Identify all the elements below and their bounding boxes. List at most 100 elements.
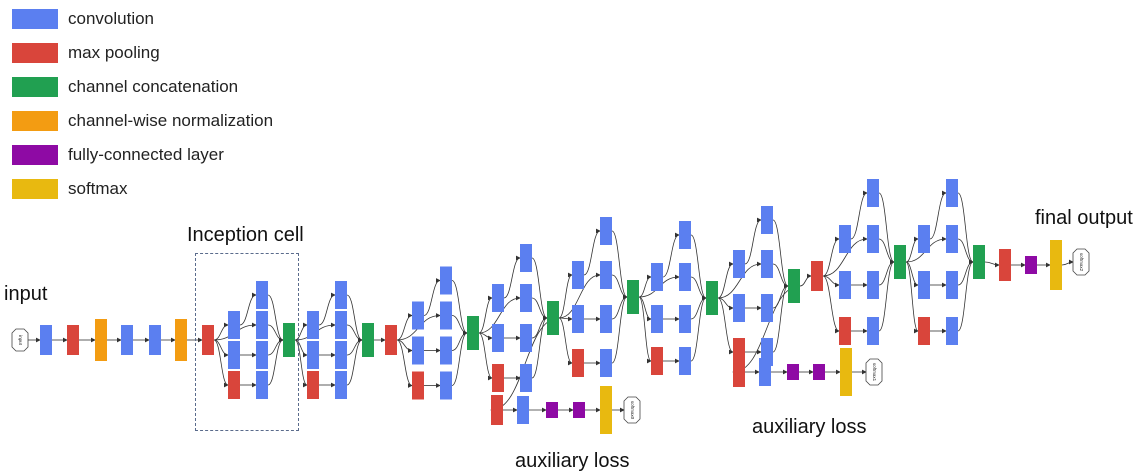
conv-node [839, 271, 851, 299]
conv-node [412, 336, 424, 365]
edge [294, 322, 308, 341]
pool-node [999, 249, 1011, 281]
pool-node [492, 364, 504, 392]
edge [878, 259, 895, 332]
conv-node [256, 311, 268, 339]
pool-node [839, 317, 851, 345]
auxiliary-loss-annotation-2: auxiliary loss [752, 416, 867, 438]
edge [717, 297, 734, 355]
concat-node [627, 280, 639, 314]
legend-label: fully-connected layer [68, 145, 224, 164]
node-f4 [1072, 248, 1090, 276]
softmax-node [1050, 240, 1062, 290]
auxiliary-loss-annotation-1: auxiliary loss [515, 450, 630, 472]
pool-node [733, 357, 745, 387]
edge [822, 236, 840, 277]
edge [267, 337, 284, 386]
conv-node [946, 317, 958, 345]
legend-label: channel concatenation [68, 77, 239, 96]
conv-node [520, 364, 532, 392]
edge [799, 273, 812, 287]
nodes: input softmax0 softmax1 softmax2 [11, 179, 1090, 434]
legend-swatch [12, 77, 58, 97]
pool-node [918, 317, 930, 345]
conv-node [520, 284, 532, 312]
node-label-ax1o: softmax0 [630, 401, 635, 420]
node-label-in: input [18, 335, 23, 346]
conv-node [761, 294, 773, 322]
legend-label: channel-wise normalization [68, 111, 274, 130]
edge [396, 339, 413, 388]
edge [638, 274, 652, 298]
node-ax1o [623, 396, 641, 424]
edge [744, 217, 762, 265]
conv-node [733, 250, 745, 278]
conv-node [256, 281, 268, 309]
legend-item: convolution [12, 8, 154, 30]
edge [611, 294, 628, 364]
conv-node [651, 305, 663, 333]
node-label-ax2o: softmax1 [872, 363, 877, 382]
edge [503, 255, 521, 299]
conv-node [492, 324, 504, 352]
conv-node [918, 225, 930, 253]
edge [905, 261, 919, 334]
conv-node [679, 347, 691, 375]
edge [772, 283, 789, 353]
edge [558, 272, 601, 319]
conv-node [256, 371, 268, 399]
legend-item: channel-wise normalization [12, 110, 273, 132]
pool-node [385, 325, 397, 355]
conv-node [572, 305, 584, 333]
edge [213, 339, 229, 388]
edge [294, 339, 308, 388]
conv-node [440, 336, 452, 365]
edge [478, 295, 493, 334]
pool-node [811, 261, 823, 291]
legend-swatch [12, 9, 58, 29]
conv-node [600, 349, 612, 377]
fc-node [546, 402, 558, 418]
concat-node [467, 316, 479, 350]
legend-label: max pooling [68, 43, 160, 62]
conv-node [679, 221, 691, 249]
inception-cell-box [195, 253, 299, 431]
conv-node [759, 358, 771, 386]
conv-node [440, 301, 452, 330]
node-ax2o [865, 358, 883, 386]
edge [346, 337, 363, 386]
conv-node [600, 217, 612, 245]
conv-node [492, 284, 504, 312]
conv-node [761, 250, 773, 278]
conv-node [40, 325, 52, 355]
fc-node [813, 364, 825, 380]
conv-node [121, 325, 133, 355]
edge [984, 261, 1000, 268]
pool-node [572, 349, 584, 377]
conv-node [867, 271, 879, 299]
conv-node [440, 266, 452, 295]
conv-node [228, 311, 240, 339]
legend-item: max pooling [12, 42, 160, 64]
conv-node [256, 341, 268, 369]
input-annotation: input [4, 283, 48, 305]
fc-node [573, 402, 585, 418]
conv-node [679, 305, 691, 333]
edge [531, 315, 548, 379]
conv-node [651, 263, 663, 291]
edge [558, 272, 573, 319]
conv-node [867, 225, 879, 253]
conv-node [335, 311, 347, 339]
legend-label: convolution [68, 9, 155, 28]
conv-node [520, 244, 532, 272]
softmax-node [600, 386, 612, 434]
conv-node [946, 225, 958, 253]
conv-node [335, 371, 347, 399]
concat-node [973, 245, 985, 279]
legend-swatch [12, 179, 58, 199]
edge [478, 295, 521, 334]
pool-node [651, 347, 663, 375]
edge [638, 296, 652, 364]
edge [662, 232, 680, 278]
